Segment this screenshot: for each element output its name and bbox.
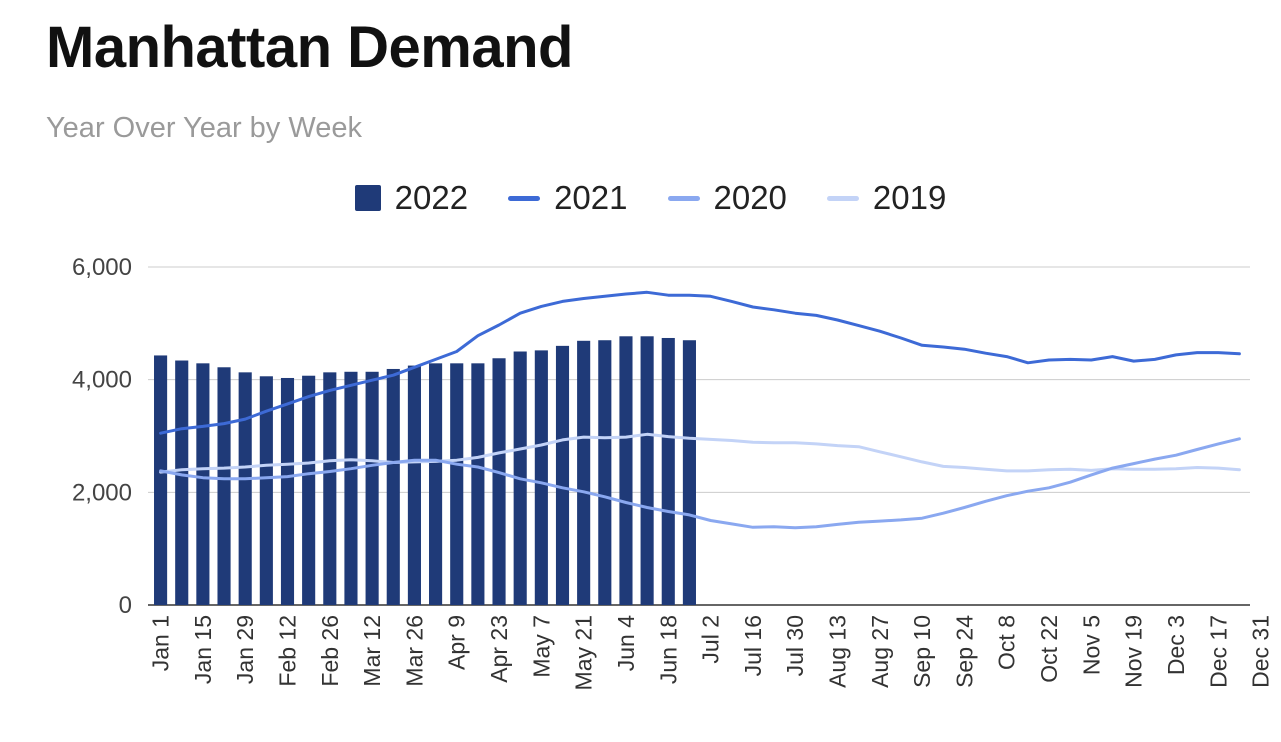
x-tick-label: Feb 12 [275, 615, 301, 687]
y-tick-label: 6,000 [72, 254, 132, 281]
line-2020 [159, 437, 1241, 530]
x-tick-label: Dec 31 [1248, 615, 1274, 688]
bar-2022 [450, 363, 464, 605]
bar-2022 [429, 363, 443, 605]
bar-2022 [661, 337, 675, 605]
x-tick-label: Sep 10 [909, 615, 935, 688]
bar-2022 [302, 375, 316, 605]
chart-title: Manhattan Demand [46, 15, 573, 80]
x-tick-label: Jun 18 [655, 615, 681, 684]
bar-2022 [154, 355, 168, 605]
x-tick-label: Jun 4 [613, 615, 639, 671]
line-2021 [159, 290, 1241, 435]
bar-2022 [555, 345, 570, 605]
legend: 2022 2021 2020 2019 [0, 176, 1281, 220]
bar-2022 [682, 340, 696, 605]
x-tick-label: Aug 27 [867, 615, 893, 688]
legend-item-2022[interactable]: 2022 [354, 179, 469, 217]
legend-swatch-2022 [354, 185, 381, 211]
legend-item-2019[interactable]: 2019 [826, 179, 947, 217]
bar-2022 [534, 350, 548, 605]
bar-2022 [365, 371, 379, 605]
bar-2022 [196, 363, 210, 605]
x-tick-label: Aug 13 [825, 615, 851, 688]
x-tick-label: Sep 24 [951, 615, 977, 688]
bar-2022 [323, 372, 337, 605]
bar-2022 [259, 376, 273, 605]
bar-2022 [492, 358, 506, 605]
bar-2022 [407, 365, 421, 605]
x-tick-label: Oct 22 [1036, 615, 1062, 683]
x-tick-label: Dec 3 [1163, 615, 1189, 675]
bar-2022 [280, 377, 295, 605]
chart-subtitle: Year Over Year by Week [46, 112, 362, 144]
y-tick-label: 4,000 [72, 367, 132, 394]
bar-2022 [619, 336, 633, 605]
x-tick-label: Nov 5 [1078, 615, 1104, 675]
x-tick-label: Jul 30 [782, 615, 808, 676]
legend-label-2021: 2021 [554, 179, 628, 216]
bar-2022 [471, 363, 485, 605]
x-tick-label: Jan 1 [148, 615, 174, 671]
x-tick-label: Mar 26 [401, 615, 427, 687]
bar-2022 [238, 372, 252, 605]
x-tick-label: Jan 29 [232, 615, 258, 684]
bar-2022 [386, 368, 400, 605]
x-tick-label: Jul 2 [698, 615, 724, 664]
legend-label-2022: 2022 [394, 179, 469, 216]
legend-swatch-2019 [826, 195, 859, 201]
x-tick-label: Dec 17 [1205, 615, 1231, 688]
legend-item-2020[interactable]: 2020 [667, 179, 787, 217]
legend-swatch-2021 [508, 195, 541, 201]
x-tick-label: May 7 [528, 615, 554, 678]
bar-2022 [217, 367, 231, 605]
bar-2022 [344, 371, 358, 605]
x-tick-label: Apr 9 [444, 615, 470, 670]
legend-swatch-2020 [667, 195, 700, 201]
y-tick-label: 2,000 [72, 479, 132, 506]
bar-2022 [640, 336, 654, 605]
bar-2022 [175, 360, 189, 605]
x-tick-label: Feb 26 [317, 615, 343, 687]
line-2019 [159, 432, 1241, 474]
bar-2022 [598, 340, 612, 605]
legend-label-2020: 2020 [713, 179, 787, 216]
y-tick-label: 0 [119, 592, 132, 619]
x-tick-label: May 21 [571, 615, 597, 690]
legend-item-2021[interactable]: 2021 [508, 179, 628, 217]
x-tick-label: Jan 15 [190, 615, 216, 684]
x-tick-label: Nov 19 [1121, 615, 1147, 688]
x-tick-label: Apr 23 [486, 615, 512, 683]
x-tick-label: Mar 12 [359, 615, 385, 687]
x-tick-label: Oct 8 [994, 615, 1020, 670]
legend-label-2019: 2019 [872, 179, 947, 216]
bar-2022 [577, 340, 591, 605]
x-tick-label: Jul 16 [740, 615, 766, 676]
